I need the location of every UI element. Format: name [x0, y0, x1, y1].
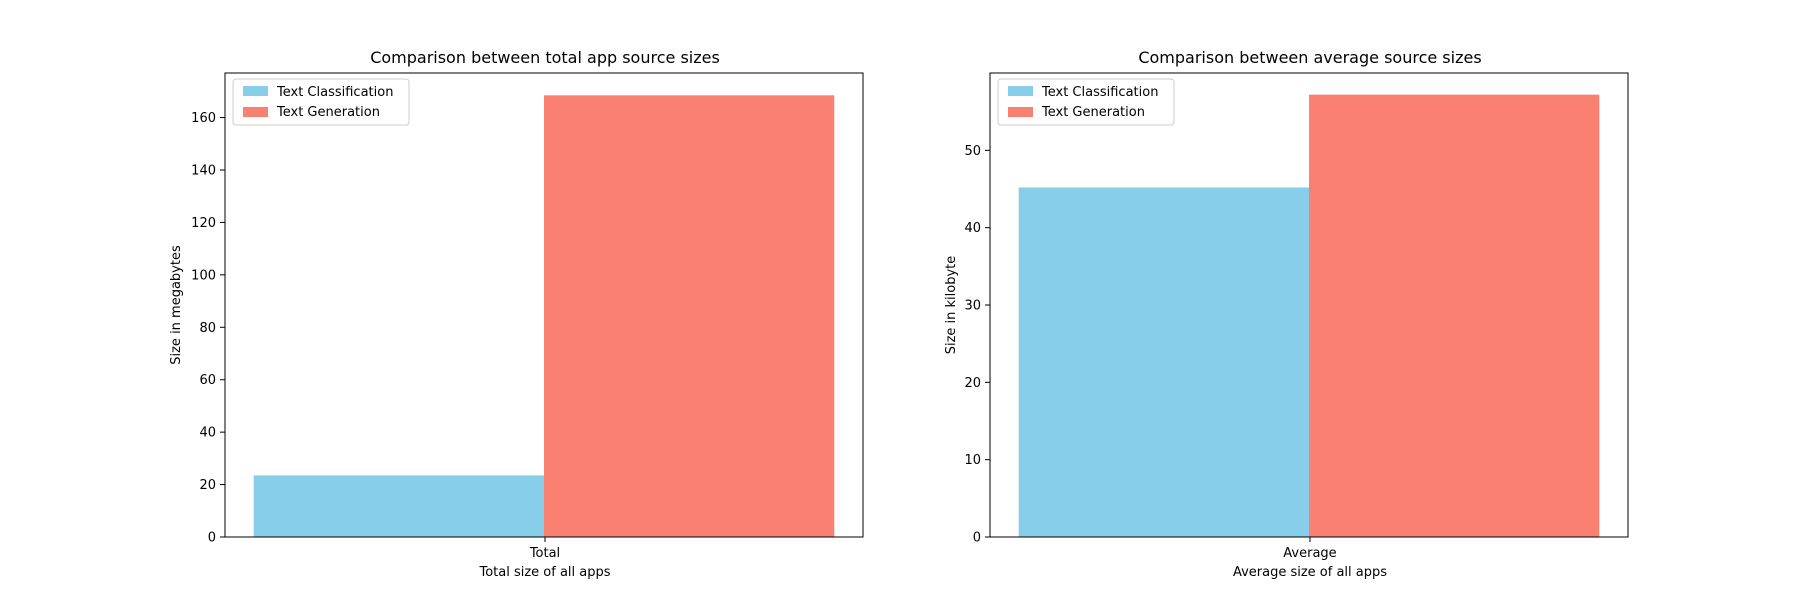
x-axis-ticks: Total: [529, 537, 560, 561]
legend-swatch-text-classification: [1008, 86, 1033, 96]
legend-swatch-text-generation: [1008, 107, 1033, 117]
chart-average-sizes: Comparison between average source sizes …: [944, 48, 1629, 580]
x-axis-label: Total size of all apps: [478, 565, 610, 580]
y-axis-ticks: 0 10 20 30 40 50: [964, 144, 990, 546]
y-tick-label: 20: [199, 478, 216, 493]
legend-box: [232, 78, 410, 126]
bar-text-generation: [1309, 94, 1600, 538]
y-tick-label: 80: [199, 321, 216, 336]
y-tick-label: 30: [964, 299, 981, 314]
chart-title: Comparison between average source sizes: [1138, 48, 1481, 67]
bar-text-generation: [544, 95, 835, 538]
y-axis-label: Size in megabytes: [169, 245, 184, 365]
legend-label-text-generation: Text Generation: [1041, 105, 1145, 120]
y-tick-label: 100: [191, 268, 216, 283]
legend-label-text-generation: Text Generation: [276, 105, 380, 120]
bar-text-classification: [253, 475, 544, 537]
legend-swatch-text-classification: [243, 86, 268, 96]
y-tick-label: 0: [973, 531, 981, 546]
x-tick-label: Average: [1283, 546, 1336, 561]
legend-swatch-text-generation: [243, 107, 268, 117]
chart-title: Comparison between total app source size…: [370, 48, 720, 67]
y-tick-label: 160: [191, 111, 216, 126]
bar-text-classification: [1018, 187, 1309, 537]
x-axis-ticks: Average: [1283, 537, 1337, 561]
x-tick-label: Total: [529, 546, 560, 561]
y-tick-label: 60: [199, 373, 216, 388]
y-tick-label: 120: [191, 216, 216, 231]
legend-label-text-classification: Text Classification: [276, 85, 393, 100]
y-tick-label: 20: [964, 376, 981, 391]
legend: Text Classification Text Generation: [997, 78, 1175, 126]
y-axis-label: Size in kilobyte: [944, 256, 959, 355]
y-tick-label: 40: [199, 426, 216, 441]
y-tick-label: 140: [191, 163, 216, 178]
y-tick-label: 10: [964, 453, 981, 468]
y-tick-label: 0: [208, 531, 216, 546]
legend-box: [997, 78, 1175, 126]
legend: Text Classification Text Generation: [232, 78, 410, 126]
bars: [253, 95, 835, 538]
y-tick-label: 40: [964, 221, 981, 236]
y-tick-label: 50: [964, 144, 981, 159]
plot-area: [224, 72, 864, 538]
y-axis-ticks: 0 20 40 60 80 100 120 140 160: [191, 111, 225, 546]
x-axis-label: Average size of all apps: [1233, 565, 1387, 580]
chart-total-sizes: Comparison between total app source size…: [169, 48, 864, 580]
bars: [1018, 94, 1600, 538]
legend-label-text-classification: Text Classification: [1041, 85, 1158, 100]
